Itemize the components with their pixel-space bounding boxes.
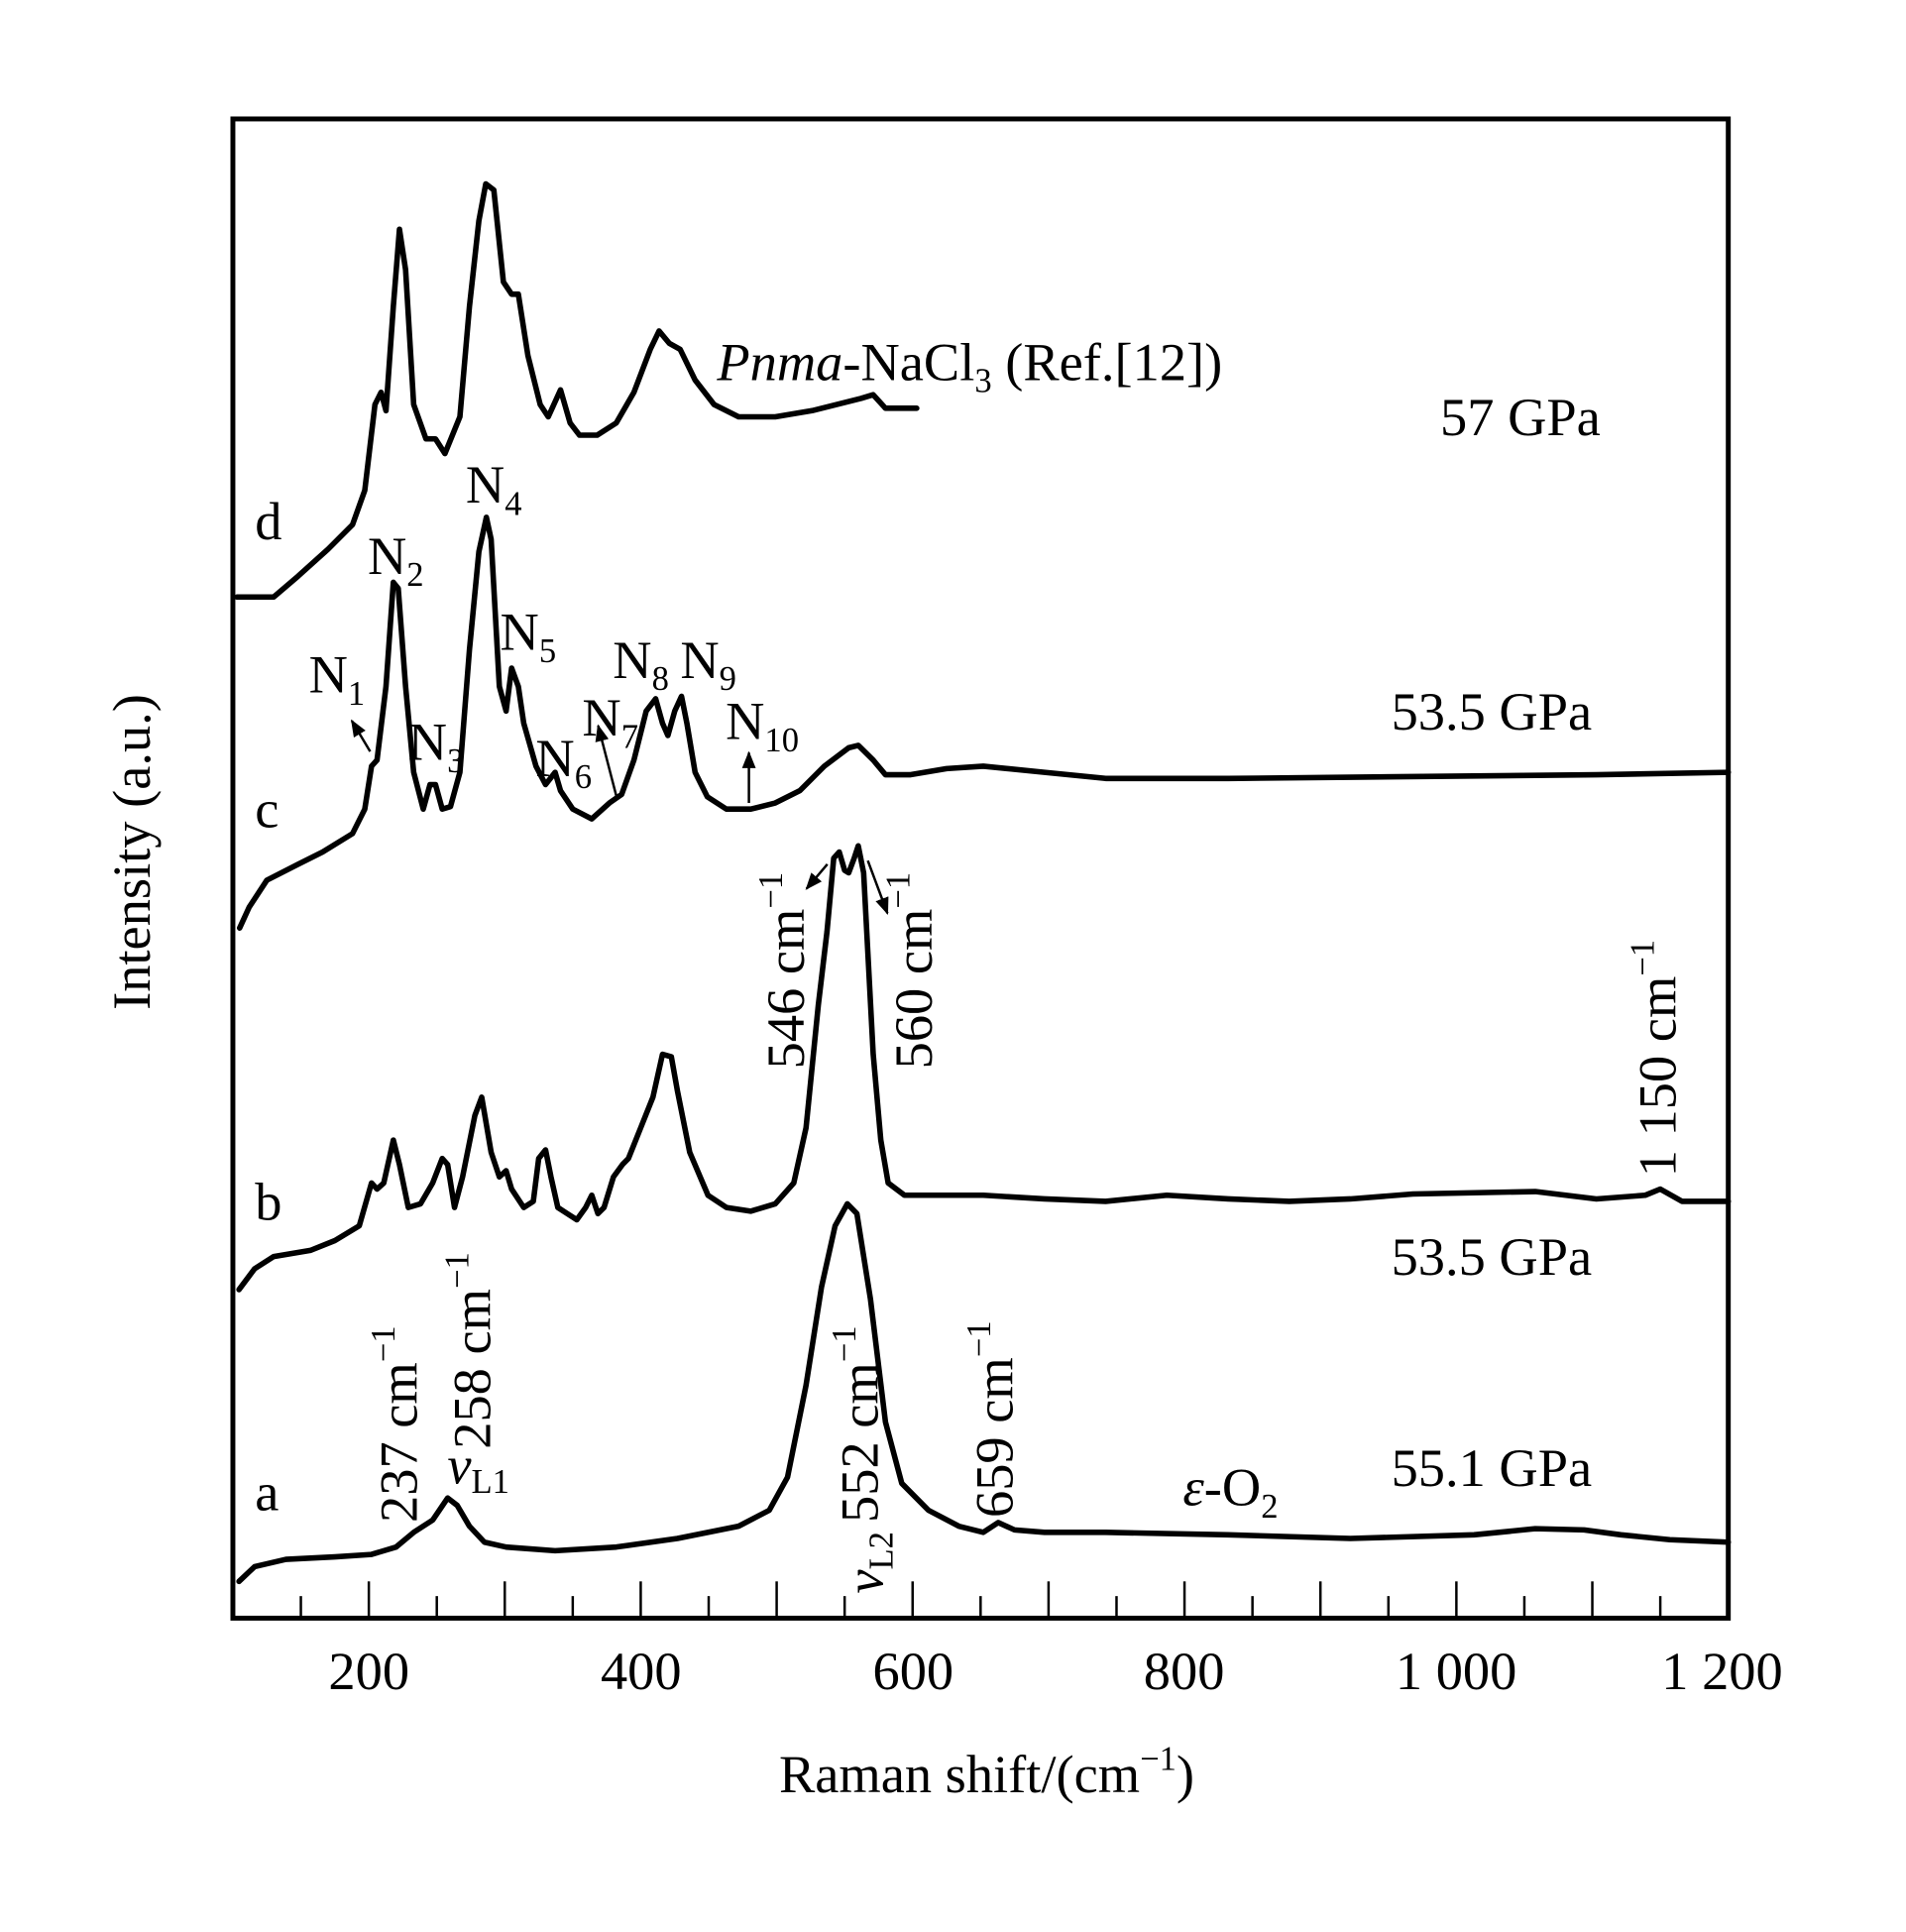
peak-label-552: 552 cm−1	[826, 1325, 889, 1523]
peak-label-n4: N4	[466, 455, 522, 522]
arrow-n1	[350, 719, 372, 752]
x-tick-label: 1 000	[1396, 1642, 1516, 1701]
peak-label-n5: N5	[501, 602, 557, 669]
pressure-label-c: 53.5 GPa	[1392, 682, 1593, 741]
arrow-n7	[595, 724, 618, 798]
reference-label: Pnma-NaCl3 (Ref.[12])	[716, 332, 1222, 399]
nu-l2-label: νL2	[835, 1532, 900, 1594]
curve-letter-a: a	[255, 1463, 279, 1523]
x-axis-label: Raman shift/(cm−1)	[779, 1741, 1194, 1804]
pressure-label-d: 57 GPa	[1440, 388, 1601, 447]
x-tick-label: 1 200	[1661, 1642, 1782, 1701]
spectrum-c	[236, 514, 1732, 931]
peak-label-n3: N3	[408, 713, 465, 780]
curve-letter-d: d	[255, 492, 281, 551]
x-tick-label: 400	[601, 1642, 682, 1701]
spectrum-d	[234, 180, 920, 601]
peak-label-n8: N8	[613, 630, 669, 698]
nu-l1-label: νL1	[447, 1435, 509, 1501]
peak-label-1150: 1 150 cm−1	[1624, 940, 1687, 1177]
peak-label-n7: N7	[582, 688, 638, 755]
peak-label-560: 560 cm−1	[880, 872, 944, 1070]
spectrum-b	[236, 843, 1732, 1293]
peak-label-n1: N1	[309, 645, 366, 713]
epsilon-o2-label: ε-O2	[1182, 1458, 1278, 1526]
arrow-560	[866, 859, 889, 915]
peak-label-659: 659 cm−1	[960, 1320, 1024, 1518]
x-tick-label: 600	[873, 1642, 954, 1701]
curve-letter-c: c	[255, 780, 279, 840]
peak-label-n9: N9	[680, 630, 736, 698]
x-ticks	[299, 1581, 1662, 1619]
x-tick-label: 800	[1144, 1642, 1225, 1701]
peak-label-n2: N2	[368, 526, 424, 594]
peak-label-546: 546 cm−1	[752, 872, 816, 1070]
y-axis-label: Intensity (a.u.)	[102, 694, 162, 1010]
pressure-label-b: 53.5 GPa	[1392, 1227, 1593, 1287]
arrow-546	[805, 863, 829, 890]
spectra	[234, 180, 1732, 1585]
peak-label-237: 237 cm−1	[365, 1325, 428, 1523]
peak-label-n10: N10	[726, 692, 799, 759]
x-tick-label: 200	[328, 1642, 409, 1701]
peak-label-258: 258 cm−1	[438, 1252, 502, 1449]
spectrum-a	[236, 1200, 1732, 1585]
pressure-label-a: 55.1 GPa	[1392, 1438, 1593, 1498]
curve-letter-b: b	[255, 1172, 281, 1231]
peak-label-n6: N6	[535, 729, 592, 796]
